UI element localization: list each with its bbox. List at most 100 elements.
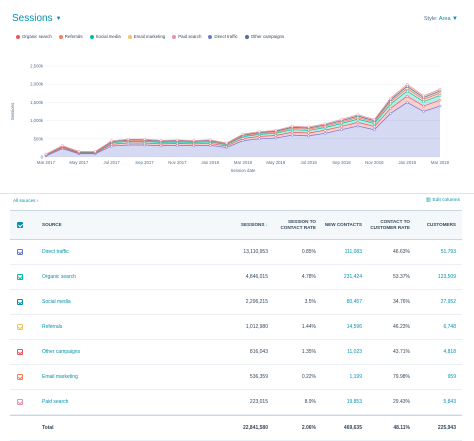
data-point [159,139,163,142]
x-tick-label: Mar 2017 [37,160,56,165]
x-tick-label: Nov 2017 [168,160,187,165]
new-contacts-link[interactable]: 19,853 [346,399,362,405]
source-link[interactable]: Social media [42,299,71,305]
y-tick-label: 1,000k [30,118,44,123]
total-new-contacts: 469,635 [343,425,362,431]
data-point [175,138,179,142]
row-checkbox[interactable] [17,299,23,305]
source-link[interactable]: Email marketing [42,374,78,380]
data-point [356,124,360,128]
data-point [422,104,425,108]
style-label: Style: [423,16,438,22]
legend-swatch-icon [58,34,63,39]
new-contacts-link[interactable]: 1,199 [349,374,362,380]
chart-style-selector[interactable]: Style: Area ▼ [424,16,458,22]
new-contacts-link[interactable]: 80,457 [346,299,362,305]
session-to-contact-value: 0.22% [301,374,316,380]
sort-descending-icon: ↓ [265,222,268,228]
legend-swatch-icon [16,34,20,39]
column-header-session-to-contact[interactable]: Session to contact rate [280,219,316,230]
data-point [110,139,114,143]
table-row: Social media 2,296,215 3.5% 80,457 34.76% 27,… [10,290,462,315]
caret-down-icon: ▼ [452,16,458,22]
column-header-source[interactable]: Source [42,222,62,228]
source-link[interactable]: Paid search [42,399,69,405]
x-tick-label: May 2018 [266,160,285,165]
y-tick-label: 1,500k [30,100,44,105]
row-checkbox-cell [10,249,32,255]
row-checkbox[interactable] [17,274,23,280]
customers-link[interactable]: 51,793 [440,249,456,255]
data-point [274,136,278,140]
legend-swatch-icon [127,34,132,39]
data-point [323,131,327,135]
customers-link[interactable]: 123,509 [437,274,456,280]
new-contacts-link[interactable]: 231,424 [343,274,362,280]
legend-item[interactable]: Referrals [58,34,83,39]
legend-item[interactable]: Other campaigns [244,34,284,39]
customers-link[interactable]: 4,818 [443,349,456,355]
row-checkbox-cell [10,399,32,405]
select-all-checkbox[interactable] [17,222,23,228]
session-to-contact-value: 0.85% [301,249,316,255]
all-sources-label: All sources [13,198,36,203]
new-contacts-link[interactable]: 111,083 [344,249,362,255]
row-checkbox[interactable] [17,374,23,380]
data-point [307,131,311,135]
column-header-new-contacts[interactable]: New contacts [324,222,362,228]
data-point [405,87,409,90]
total-label: Total [42,425,54,431]
sessions-value: 223,015 [249,399,268,405]
legend-item[interactable]: Direct traffic [208,34,238,39]
data-point [422,110,425,113]
customers-link[interactable]: 5,843 [443,399,456,405]
data-point [405,89,409,93]
session-to-contact-value: 4.78% [301,274,316,280]
new-contacts-link[interactable]: 11,023 [347,349,362,355]
legend-item[interactable]: Organic search [16,34,52,39]
data-point [323,128,327,132]
series-area [46,96,440,156]
new-contacts-link[interactable]: 14,596 [346,324,362,330]
sessions-value: 2,296,215 [245,299,268,305]
data-point [290,124,294,128]
customers-link[interactable]: 6,748 [443,324,456,330]
y-tick-label: 2,000k [30,82,44,87]
row-checkbox[interactable] [17,324,23,330]
source-link[interactable]: Other campaigns [42,349,81,355]
data-point [389,111,393,115]
data-point [192,139,196,142]
x-tick-label: Jul 2017 [104,160,121,165]
table-body: Direct traffic 13,110,953 0.85% 111,083 46.6… [10,240,462,415]
data-point [389,106,393,110]
legend-item[interactable]: Paid search [172,34,201,39]
legend-item[interactable]: Email marketing [127,34,166,39]
data-point [405,101,409,104]
source-link[interactable]: Organic search [42,274,76,280]
sessions-value: 13,110,953 [243,249,268,255]
x-tick-label: Sep 2017 [135,160,154,165]
data-point [356,121,360,124]
row-checkbox[interactable] [17,349,23,355]
all-sources-breadcrumb[interactable]: All sources › [13,198,38,203]
data-point [438,98,442,102]
data-point [438,94,442,97]
caret-down-icon: ▼ [55,15,62,22]
column-header-sessions[interactable]: Sessions ↓ [210,222,274,228]
edit-columns-button[interactable]: ▥ Edit columns [426,198,460,203]
source-link[interactable]: Direct traffic [42,249,69,255]
column-header-contact-to-customer[interactable]: Contact to customer rate [370,219,410,230]
customers-link[interactable]: 27,952 [440,299,456,305]
source-link[interactable]: Referrals [42,324,63,330]
column-header-customers[interactable]: Customers [426,222,456,228]
row-checkbox[interactable] [17,399,23,405]
data-point [372,128,376,132]
data-point [93,150,97,153]
legend-label: Email marketing [133,34,166,39]
row-checkbox[interactable] [17,249,23,255]
customers-link[interactable]: 959 [447,374,456,380]
metric-dropdown[interactable]: Sessions ▼ [12,13,62,24]
data-point [340,118,343,121]
table-row: Direct traffic 13,110,953 0.85% 111,083 46.6… [10,240,462,265]
legend-item[interactable]: Social media [89,34,121,39]
